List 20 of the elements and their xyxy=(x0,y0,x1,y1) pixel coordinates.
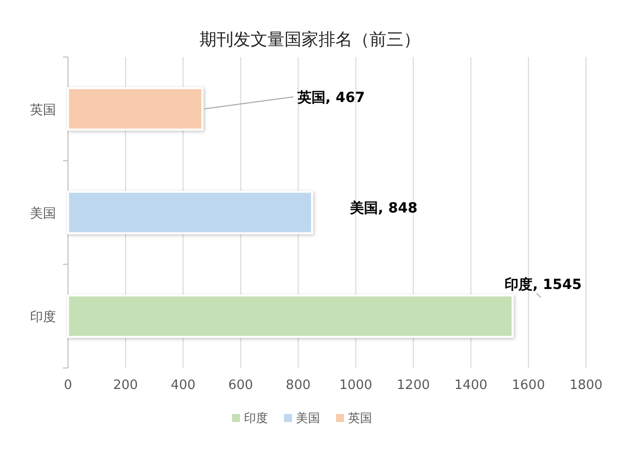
y-tick-label: 印度 xyxy=(30,309,56,326)
chart-title: 期刊发文量国家排名（前三） xyxy=(200,30,420,50)
legend-label: 英国 xyxy=(348,411,372,425)
y-tick-label: 英国 xyxy=(30,102,56,118)
legend-label: 美国 xyxy=(296,411,320,425)
x-tick-label: 600 xyxy=(228,378,254,393)
x-tick-label: 1800 xyxy=(569,378,603,393)
x-tick-label: 800 xyxy=(286,378,311,393)
x-tick-label: 0 xyxy=(64,378,72,393)
legend-label: 印度 xyxy=(244,411,268,425)
x-tick-label: 1000 xyxy=(339,378,372,393)
data-label: 美国, 848 xyxy=(349,200,418,216)
data-label: 英国, 467 xyxy=(296,90,365,106)
x-tick-label: 1200 xyxy=(396,378,430,393)
x-tick-label: 200 xyxy=(113,378,138,393)
y-tick-label: 美国 xyxy=(30,206,56,222)
x-tick-label: 400 xyxy=(170,378,196,393)
data-label: 印度, 1545 xyxy=(504,276,582,294)
x-tick-label: 1600 xyxy=(512,378,545,393)
x-tick-label: 1400 xyxy=(454,378,488,393)
